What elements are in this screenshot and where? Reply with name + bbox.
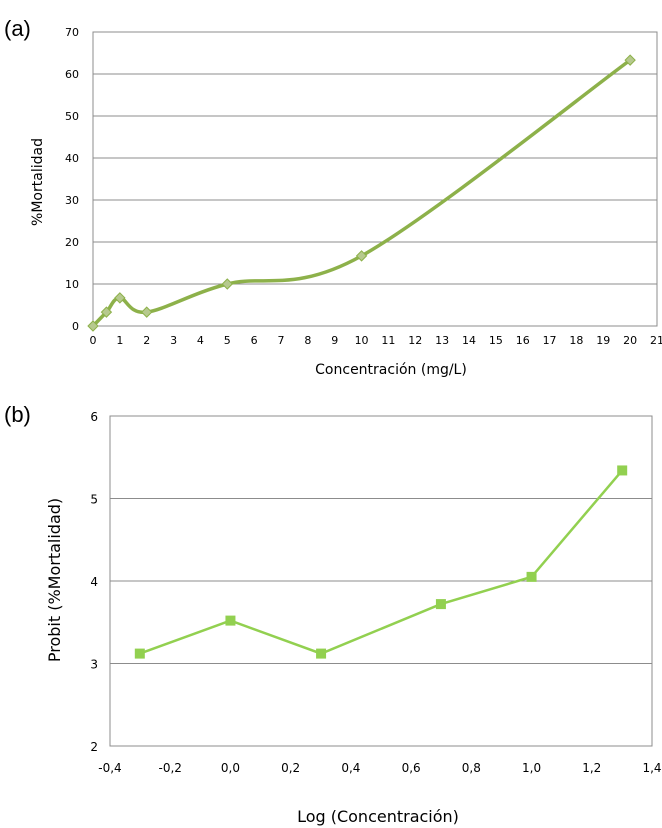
chart-a-x-tick-label: 11 (381, 334, 395, 347)
chart-a-y-tick-label: 0 (72, 320, 79, 333)
chart-b-x-tick-label: 1,2 (582, 761, 601, 775)
chart-b-y-tick-label: 6 (90, 410, 98, 424)
chart-b-x-axis-title: Log (Concentración) (297, 807, 459, 826)
chart-b-x-tick-label: 0,6 (402, 761, 421, 775)
chart-b-x-tick-label: 1,0 (522, 761, 541, 775)
chart-b-y-axis-title: Probit (%Mortalidad) (45, 498, 64, 662)
chart-a-y-tick-labels: 0 10 20 30 40 50 60 70 (65, 26, 79, 333)
chart-a-y-tick-label: 40 (65, 152, 79, 165)
chart-b-x-tick-label: -0,2 (159, 761, 182, 775)
chart-a-x-tick-label: 8 (304, 334, 311, 347)
chart-a-y-tick-label: 50 (65, 110, 79, 123)
chart-b-data-point (617, 465, 628, 476)
chart-b-y-tick-label: 5 (90, 493, 98, 507)
chart-b-gridlines (110, 415, 652, 747)
chart-b-x-tick-label: 0,8 (462, 761, 481, 775)
chart-a-data-point (624, 54, 636, 66)
chart-b-data-point (435, 599, 446, 610)
chart-b-x-tick-label: 0,2 (281, 761, 300, 775)
chart-a-data-point (141, 306, 153, 318)
chart-a-gridlines (93, 31, 657, 327)
chart-a-x-tick-label: 17 (543, 334, 557, 347)
chart-b-y-tick-label: 4 (90, 575, 98, 589)
chart-b-x-tick-label: 0,4 (341, 761, 360, 775)
chart-b-x-tick-label: 0,0 (221, 761, 240, 775)
chart-a-markers (87, 54, 636, 332)
chart-a-x-tick-label: 1 (116, 334, 123, 347)
panel-b-label: (b) (4, 402, 31, 427)
chart-b-markers (134, 465, 628, 659)
chart-b-y-tick-labels: 2 3 4 5 6 (90, 410, 98, 754)
chart-a-x-tick-label: 15 (489, 334, 503, 347)
chart-a-data-point (100, 306, 113, 318)
chart-a-x-tick-label: 19 (596, 334, 610, 347)
chart-b-data-point (316, 648, 327, 659)
chart-a-series-line (91, 58, 632, 328)
chart-a-plot-area (92, 31, 658, 327)
chart-b: (b) 2 3 4 5 6 -0,4 -0,2 0,0 0,2 0,4 0,6 0,8 1,0 1,2 1… (4, 402, 662, 826)
chart-a-x-tick-label: 12 (408, 334, 422, 347)
chart-a-x-tick-label: 4 (197, 334, 204, 347)
chart-a-x-tick-label: 0 (90, 334, 97, 347)
chart-b-x-tick-label: -0,4 (98, 761, 121, 775)
chart-a-data-point (221, 278, 233, 290)
chart-b-y-tick-label: 2 (90, 740, 98, 754)
chart-a-y-tick-label: 10 (65, 278, 79, 291)
chart-a-x-tick-labels: 0 1 2 3 4 5 6 7 8 9 10 11 12 13 14 15 16 17 18 19 20 21 (90, 334, 662, 347)
chart-a-x-tick-label: 20 (623, 334, 637, 347)
chart-a-x-axis-title: Concentración (mg/L) (315, 362, 467, 378)
chart-a-x-tick-label: 21 (650, 334, 662, 347)
chart-a-x-tick-label: 5 (224, 334, 231, 347)
chart-a-x-tick-label: 6 (251, 334, 258, 347)
chart-a-data-point (87, 320, 99, 332)
chart-b-data-point (225, 615, 236, 626)
chart-a-x-tick-label: 2 (143, 334, 150, 347)
chart-a-x-tick-label: 16 (516, 334, 530, 347)
chart-a-data-point (355, 250, 368, 262)
chart-a-x-tick-label: 3 (170, 334, 177, 347)
chart-a-x-tick-label: 10 (355, 334, 369, 347)
chart-a-y-tick-label: 30 (65, 194, 79, 207)
chart-b-series-line (139, 469, 624, 655)
panel-a-label: (a) (4, 16, 31, 41)
chart-a-x-tick-label: 14 (462, 334, 476, 347)
chart-b-x-tick-label: 1,4 (642, 761, 661, 775)
chart-a-y-tick-label: 70 (65, 26, 79, 39)
chart-a-x-tick-label: 18 (569, 334, 583, 347)
chart-b-x-tick-labels: -0,4 -0,2 0,0 0,2 0,4 0,6 0,8 1,0 1,2 1,4 (98, 761, 661, 775)
chart-b-y-tick-label: 3 (90, 658, 98, 672)
chart-b-data-point (526, 571, 537, 582)
chart-a-y-tick-label: 20 (65, 236, 79, 249)
chart-b-data-point (134, 648, 145, 659)
chart-a-y-axis-title: %Mortalidad (30, 138, 46, 226)
chart-a-data-point (114, 292, 126, 304)
chart-a-x-tick-label: 9 (331, 334, 338, 347)
chart-a-x-tick-label: 7 (278, 334, 285, 347)
chart-a-y-tick-label: 60 (65, 68, 79, 81)
chart-a-x-tick-label: 13 (435, 334, 449, 347)
